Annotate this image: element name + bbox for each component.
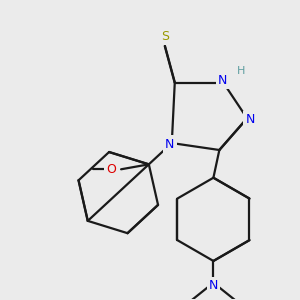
Text: N: N	[245, 113, 255, 126]
Text: N: N	[218, 74, 227, 87]
Text: O: O	[106, 163, 116, 176]
Text: H: H	[237, 66, 245, 76]
Text: N: N	[209, 279, 218, 292]
Text: N: N	[165, 138, 175, 151]
Text: S: S	[161, 30, 169, 43]
